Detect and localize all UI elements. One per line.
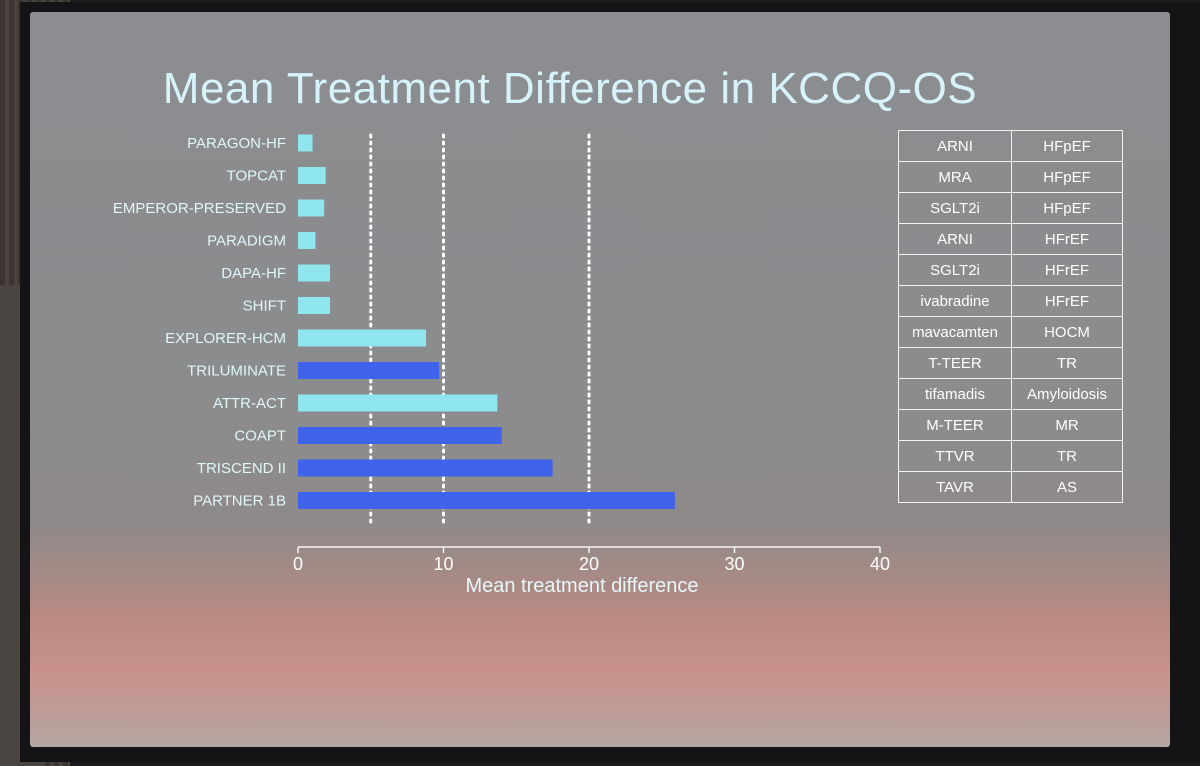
bar-coapt bbox=[298, 427, 502, 444]
therapy-cell: tifamadis bbox=[898, 378, 1012, 410]
bar-paragon-hf bbox=[298, 134, 313, 152]
table-row: M-TEER MR bbox=[898, 409, 1123, 441]
bars bbox=[298, 134, 675, 509]
category-label: COAPT bbox=[234, 428, 286, 445]
slide: Mean Treatment Difference in KCCQ-OS PAR… bbox=[30, 12, 1170, 747]
condition-cell: HOCM bbox=[1011, 316, 1123, 348]
category-label: TRISCEND II bbox=[197, 460, 286, 477]
therapy-cell: SGLT2i bbox=[898, 192, 1012, 224]
category-label: EXPLORER-HCM bbox=[165, 330, 286, 347]
table-row: ivabradine HFrEF bbox=[898, 285, 1123, 317]
x-axis-title: Mean treatment difference bbox=[465, 575, 698, 597]
bar-dapa-hf bbox=[298, 264, 331, 282]
therapy-cell: SGLT2i bbox=[898, 254, 1012, 286]
category-label: PARAGON-HF bbox=[187, 135, 286, 152]
therapy-cell: T-TEER bbox=[898, 347, 1012, 379]
bar-partner-1b bbox=[298, 492, 675, 509]
bar-chart: PARAGON-HF TOPCAT EMPEROR-PRESERVED PARADIG… bbox=[113, 133, 890, 597]
bar-attr-act bbox=[298, 394, 498, 412]
bar-triscend-ii bbox=[298, 459, 553, 477]
condition-cell: AS bbox=[1011, 471, 1123, 503]
category-label: SHIFT bbox=[243, 298, 286, 315]
table-row: T-TEER TR bbox=[898, 347, 1123, 379]
category-label: ATTR-ACT bbox=[213, 395, 286, 412]
therapy-cell: TTVR bbox=[898, 440, 1012, 472]
condition-cell: TR bbox=[1011, 347, 1123, 379]
therapy-cell: M-TEER bbox=[898, 409, 1012, 441]
condition-cell: HFrEF bbox=[1011, 285, 1123, 317]
category-label: PARADIGM bbox=[207, 233, 286, 250]
bar-topcat bbox=[298, 167, 326, 184]
x-tick-label: 30 bbox=[724, 554, 744, 574]
category-label: TOPCAT bbox=[227, 168, 286, 185]
therapy-cell: TAVR bbox=[898, 471, 1012, 503]
category-label: PARTNER 1B bbox=[193, 493, 286, 510]
category-label: EMPEROR-PRESERVED bbox=[113, 200, 286, 217]
x-axis: 0 10 20 30 40 bbox=[293, 546, 890, 574]
condition-cell: HFpEF bbox=[1011, 192, 1123, 224]
condition-cell: HFpEF bbox=[1011, 161, 1123, 193]
table-row: ARNI HFpEF bbox=[898, 130, 1123, 162]
therapy-cell: MRA bbox=[898, 161, 1012, 193]
bar-triluminate bbox=[298, 362, 440, 379]
table-row: tifamadis Amyloidosis bbox=[898, 378, 1123, 410]
category-label: TRILUMINATE bbox=[187, 363, 286, 380]
x-tick-label: 20 bbox=[579, 554, 599, 574]
table-row: mavacamten HOCM bbox=[898, 316, 1123, 348]
bar-emperor-preserved bbox=[298, 199, 325, 217]
condition-cell: MR bbox=[1011, 409, 1123, 441]
table-row: SGLT2i HFrEF bbox=[898, 254, 1123, 286]
x-tick-label: 0 bbox=[293, 554, 303, 574]
bar-explorer-hcm bbox=[298, 329, 427, 347]
x-tick-label: 10 bbox=[433, 554, 453, 574]
table-row: MRA HFpEF bbox=[898, 161, 1123, 193]
condition-cell: HFrEF bbox=[1011, 223, 1123, 255]
condition-cell: TR bbox=[1011, 440, 1123, 472]
bar-shift bbox=[298, 297, 331, 314]
therapy-cell: ARNI bbox=[898, 130, 1012, 162]
therapy-reference-table: ARNI HFpEF MRA HFpEF SGLT2i HFpEF ARNI HFrEF SGL… bbox=[898, 130, 1123, 503]
x-tick-label: 40 bbox=[870, 554, 890, 574]
category-label: DAPA-HF bbox=[221, 265, 286, 282]
table-row: ARNI HFrEF bbox=[898, 223, 1123, 255]
table-row: TTVR TR bbox=[898, 440, 1123, 472]
condition-cell: Amyloidosis bbox=[1011, 378, 1123, 410]
category-labels: PARAGON-HF TOPCAT EMPEROR-PRESERVED PARADIG… bbox=[113, 135, 286, 510]
condition-cell: HFrEF bbox=[1011, 254, 1123, 286]
slide-title: Mean Treatment Difference in KCCQ-OS bbox=[162, 64, 978, 113]
condition-cell: HFpEF bbox=[1011, 130, 1123, 162]
therapy-cell: ARNI bbox=[898, 223, 1012, 255]
table-row: TAVR AS bbox=[898, 471, 1123, 503]
therapy-cell: mavacamten bbox=[898, 316, 1012, 348]
bar-paradigm bbox=[298, 232, 316, 249]
table-row: SGLT2i HFpEF bbox=[898, 192, 1123, 224]
therapy-cell: ivabradine bbox=[898, 285, 1012, 317]
